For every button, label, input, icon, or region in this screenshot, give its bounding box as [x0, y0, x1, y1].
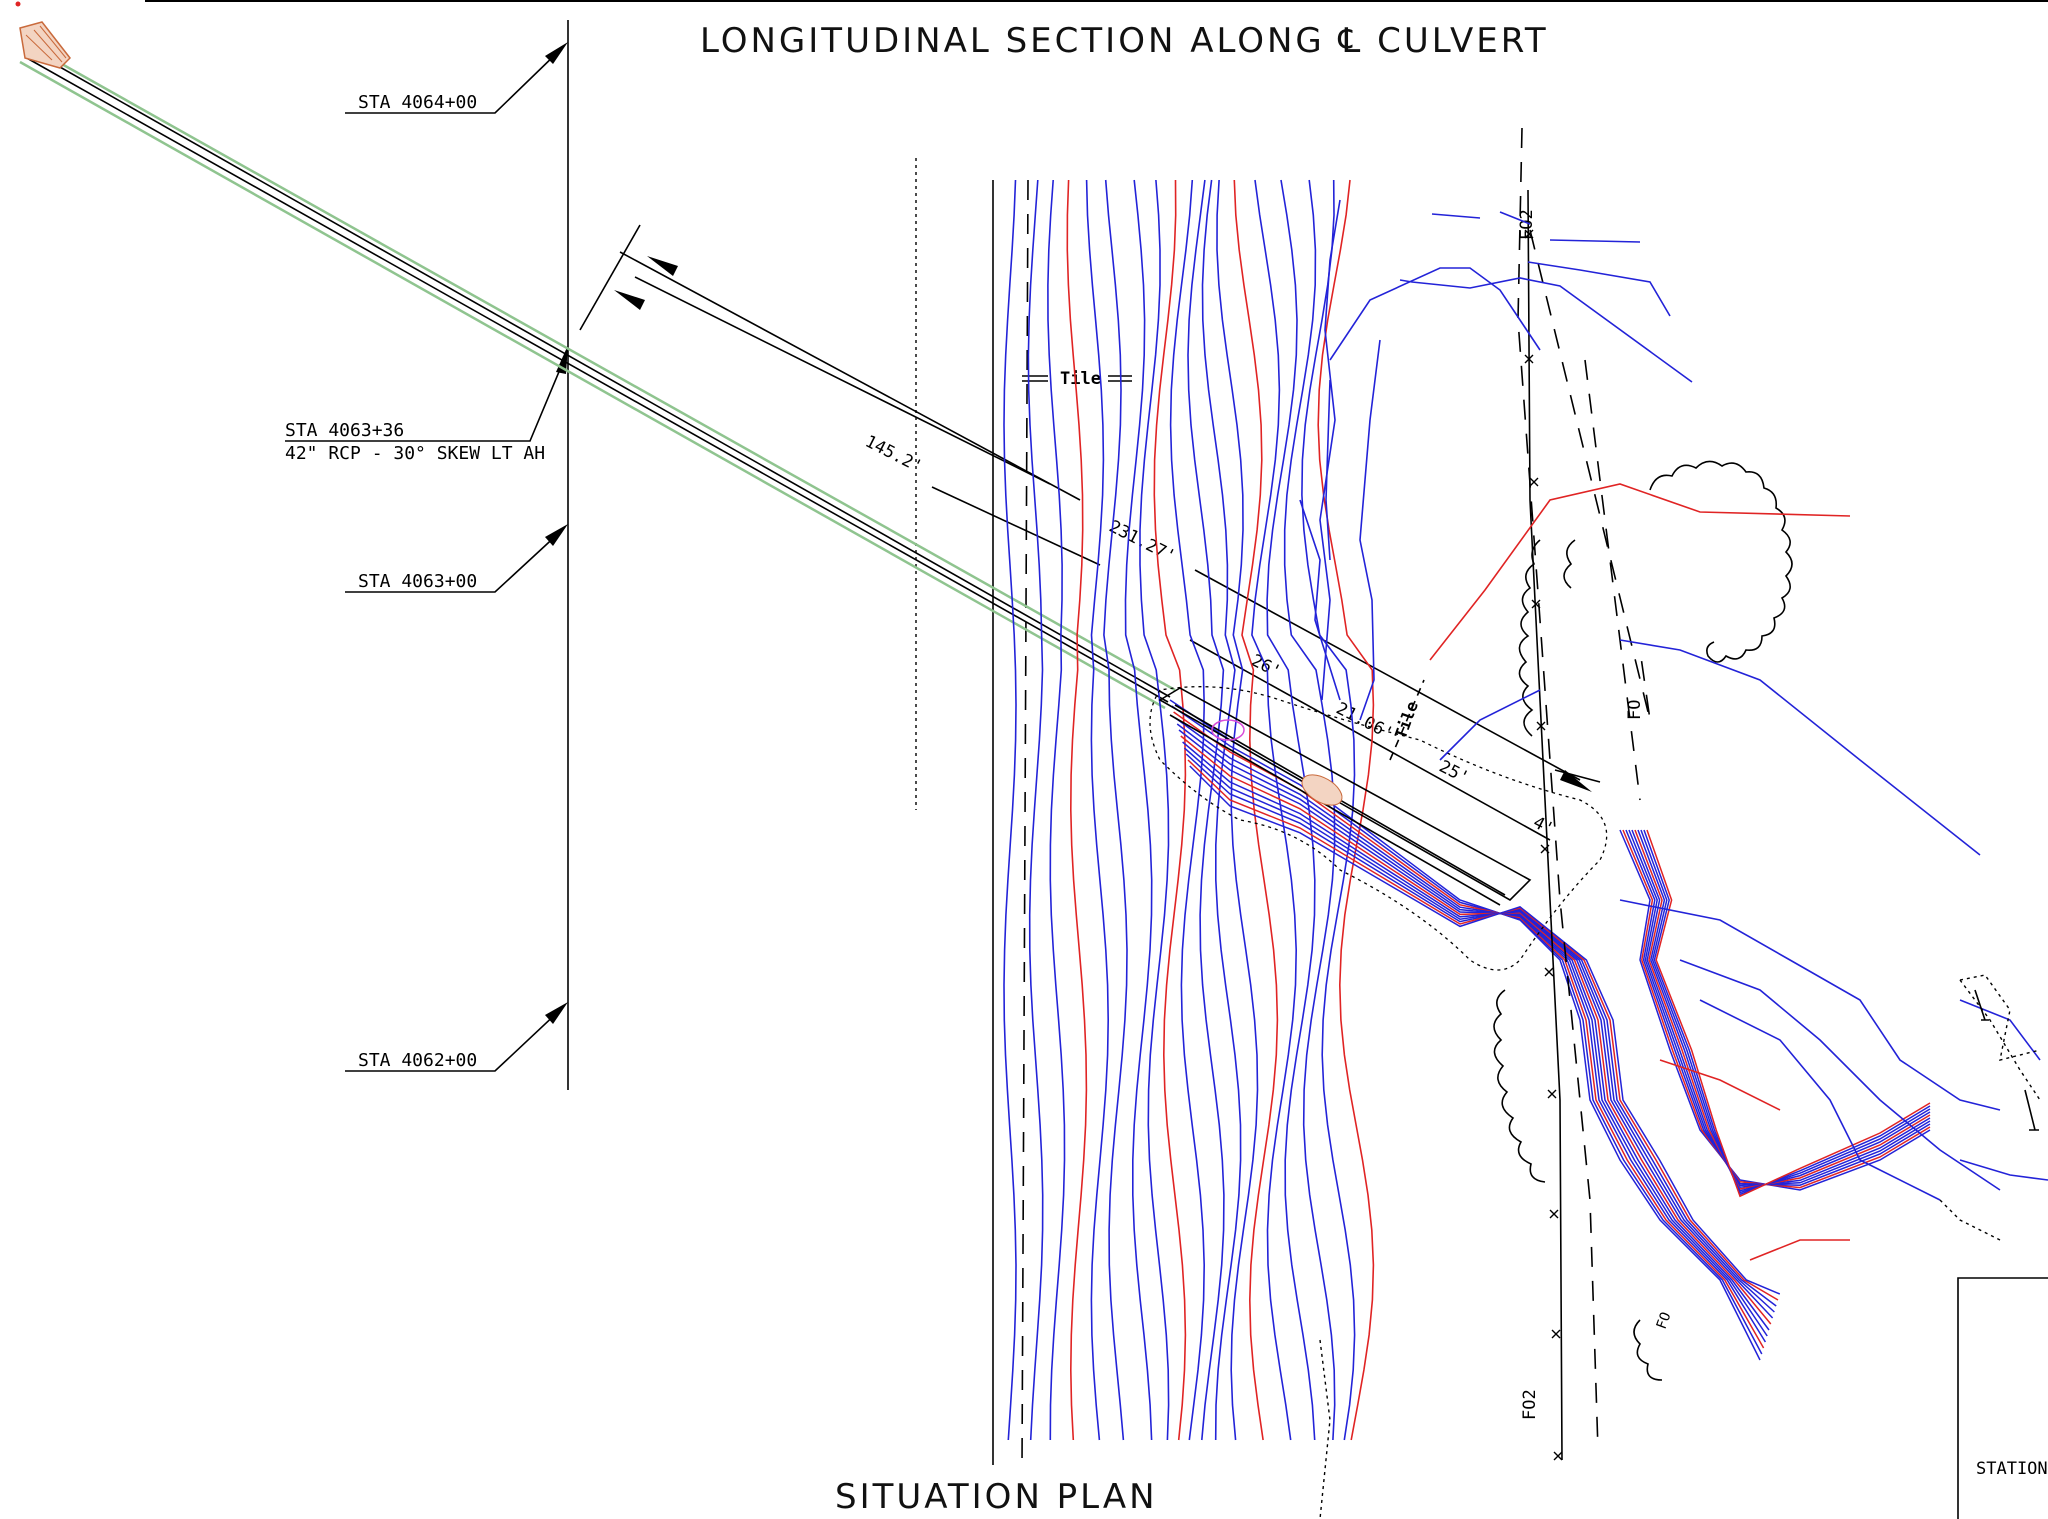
- stream-contour: [1187, 759, 1779, 1301]
- contour-line: [1153, 179, 1187, 1441]
- station-sublabel: 42" RCP - 30° SKEW LT AH: [285, 443, 545, 464]
- contour-line: [1139, 179, 1170, 1441]
- contour-line: [1319, 199, 1341, 701]
- stream-contour: [1180, 735, 1772, 1325]
- stream-contour: [1646, 829, 1931, 1198]
- stream-contour: [1637, 829, 1931, 1192]
- stream-contour: [1182, 741, 1774, 1319]
- stream-contour: [1619, 829, 1931, 1191]
- pipe-end-section: [19, 21, 71, 69]
- station-marker-4063-36: STA 4063+36 42" RCP - 30° SKEW LT AH: [285, 345, 568, 464]
- road-dash-line: [1021, 179, 1029, 1466]
- right-features: FO2 FO2 FO FO: [1319, 127, 2048, 1519]
- tile-label-upper: Tile: [1022, 369, 1132, 389]
- stream-contour: [1183, 747, 1775, 1313]
- stream-contour: [1185, 753, 1777, 1307]
- stream-contour: [1628, 829, 1931, 1187]
- stream-contour: [1171, 705, 1763, 1355]
- inlet-marker: [1211, 719, 1245, 741]
- contour-line: [1169, 179, 1206, 1441]
- stream-contour: [1622, 829, 1931, 1189]
- plan-title: SITUATION PLAN: [835, 1477, 1158, 1517]
- station-marker-4064: STA 4064+00: [345, 42, 568, 114]
- contour-line: [1047, 179, 1066, 1441]
- red-marker-dot: [15, 1, 21, 7]
- svg-text:Tile: Tile: [1391, 699, 1422, 742]
- contour-line: [1299, 499, 1341, 701]
- stream-contour: [1634, 829, 1931, 1190]
- tile-label-lower: Tile: [1389, 679, 1425, 761]
- svg-text:STATION: STATION: [1976, 1459, 2048, 1479]
- stream-contour: [1640, 829, 1931, 1194]
- culvert-pipe: [19, 21, 1176, 710]
- contour-line: [1216, 179, 1259, 1441]
- contour-line: [1103, 179, 1128, 1441]
- contour-line: [1027, 179, 1044, 1441]
- contour-line: [1124, 179, 1153, 1441]
- stream-contour: [1174, 717, 1767, 1343]
- station-label: STA 4063+36: [285, 420, 404, 441]
- dim-4: 4': [1530, 813, 1557, 840]
- station-marker-4062: STA 4062+00: [345, 1002, 568, 1072]
- stream-contour: [1169, 699, 1761, 1361]
- station-marker-4063: STA 4063+00: [345, 524, 568, 593]
- station-label: STA 4064+00: [358, 92, 477, 113]
- stream-contour: [1178, 729, 1770, 1331]
- dim-231-27: 231.27': [1106, 517, 1179, 567]
- section-title: LONGITUDINAL SECTION ALONG ℄ CULVERT: [700, 21, 1549, 61]
- station-label: STA 4063+00: [358, 571, 477, 592]
- fo2-label-bottom: FO2: [1520, 1389, 1540, 1420]
- stream-channel: [1149, 686, 1931, 1361]
- contour-line: [1187, 179, 1225, 1441]
- stream-contour: [1176, 723, 1768, 1337]
- station-title-box: STATION: [1957, 1277, 2048, 1519]
- contour-line: [1201, 179, 1242, 1441]
- contour-line: [1003, 179, 1017, 1441]
- station-label: STA 4062+00: [358, 1050, 477, 1071]
- dimension-lines: 145.2' 231.27' 26' 21.06' 25' 4': [579, 224, 1601, 841]
- stream-contour: [1189, 765, 1781, 1295]
- contour-line: [1085, 179, 1110, 1441]
- contour-line: [1317, 179, 1375, 1441]
- riprap-pad: [1301, 774, 1343, 806]
- fo2-label-top: FO2: [1517, 209, 1537, 240]
- stream-contour: [1631, 829, 1931, 1189]
- fo-small-label: FO: [1654, 1310, 1675, 1331]
- contour-line: [1066, 179, 1088, 1441]
- grading-limit: [1149, 686, 1608, 971]
- fo-label: FO: [1625, 700, 1645, 720]
- stream-contour: [1625, 829, 1931, 1186]
- svg-text:Tile: Tile: [1060, 369, 1101, 389]
